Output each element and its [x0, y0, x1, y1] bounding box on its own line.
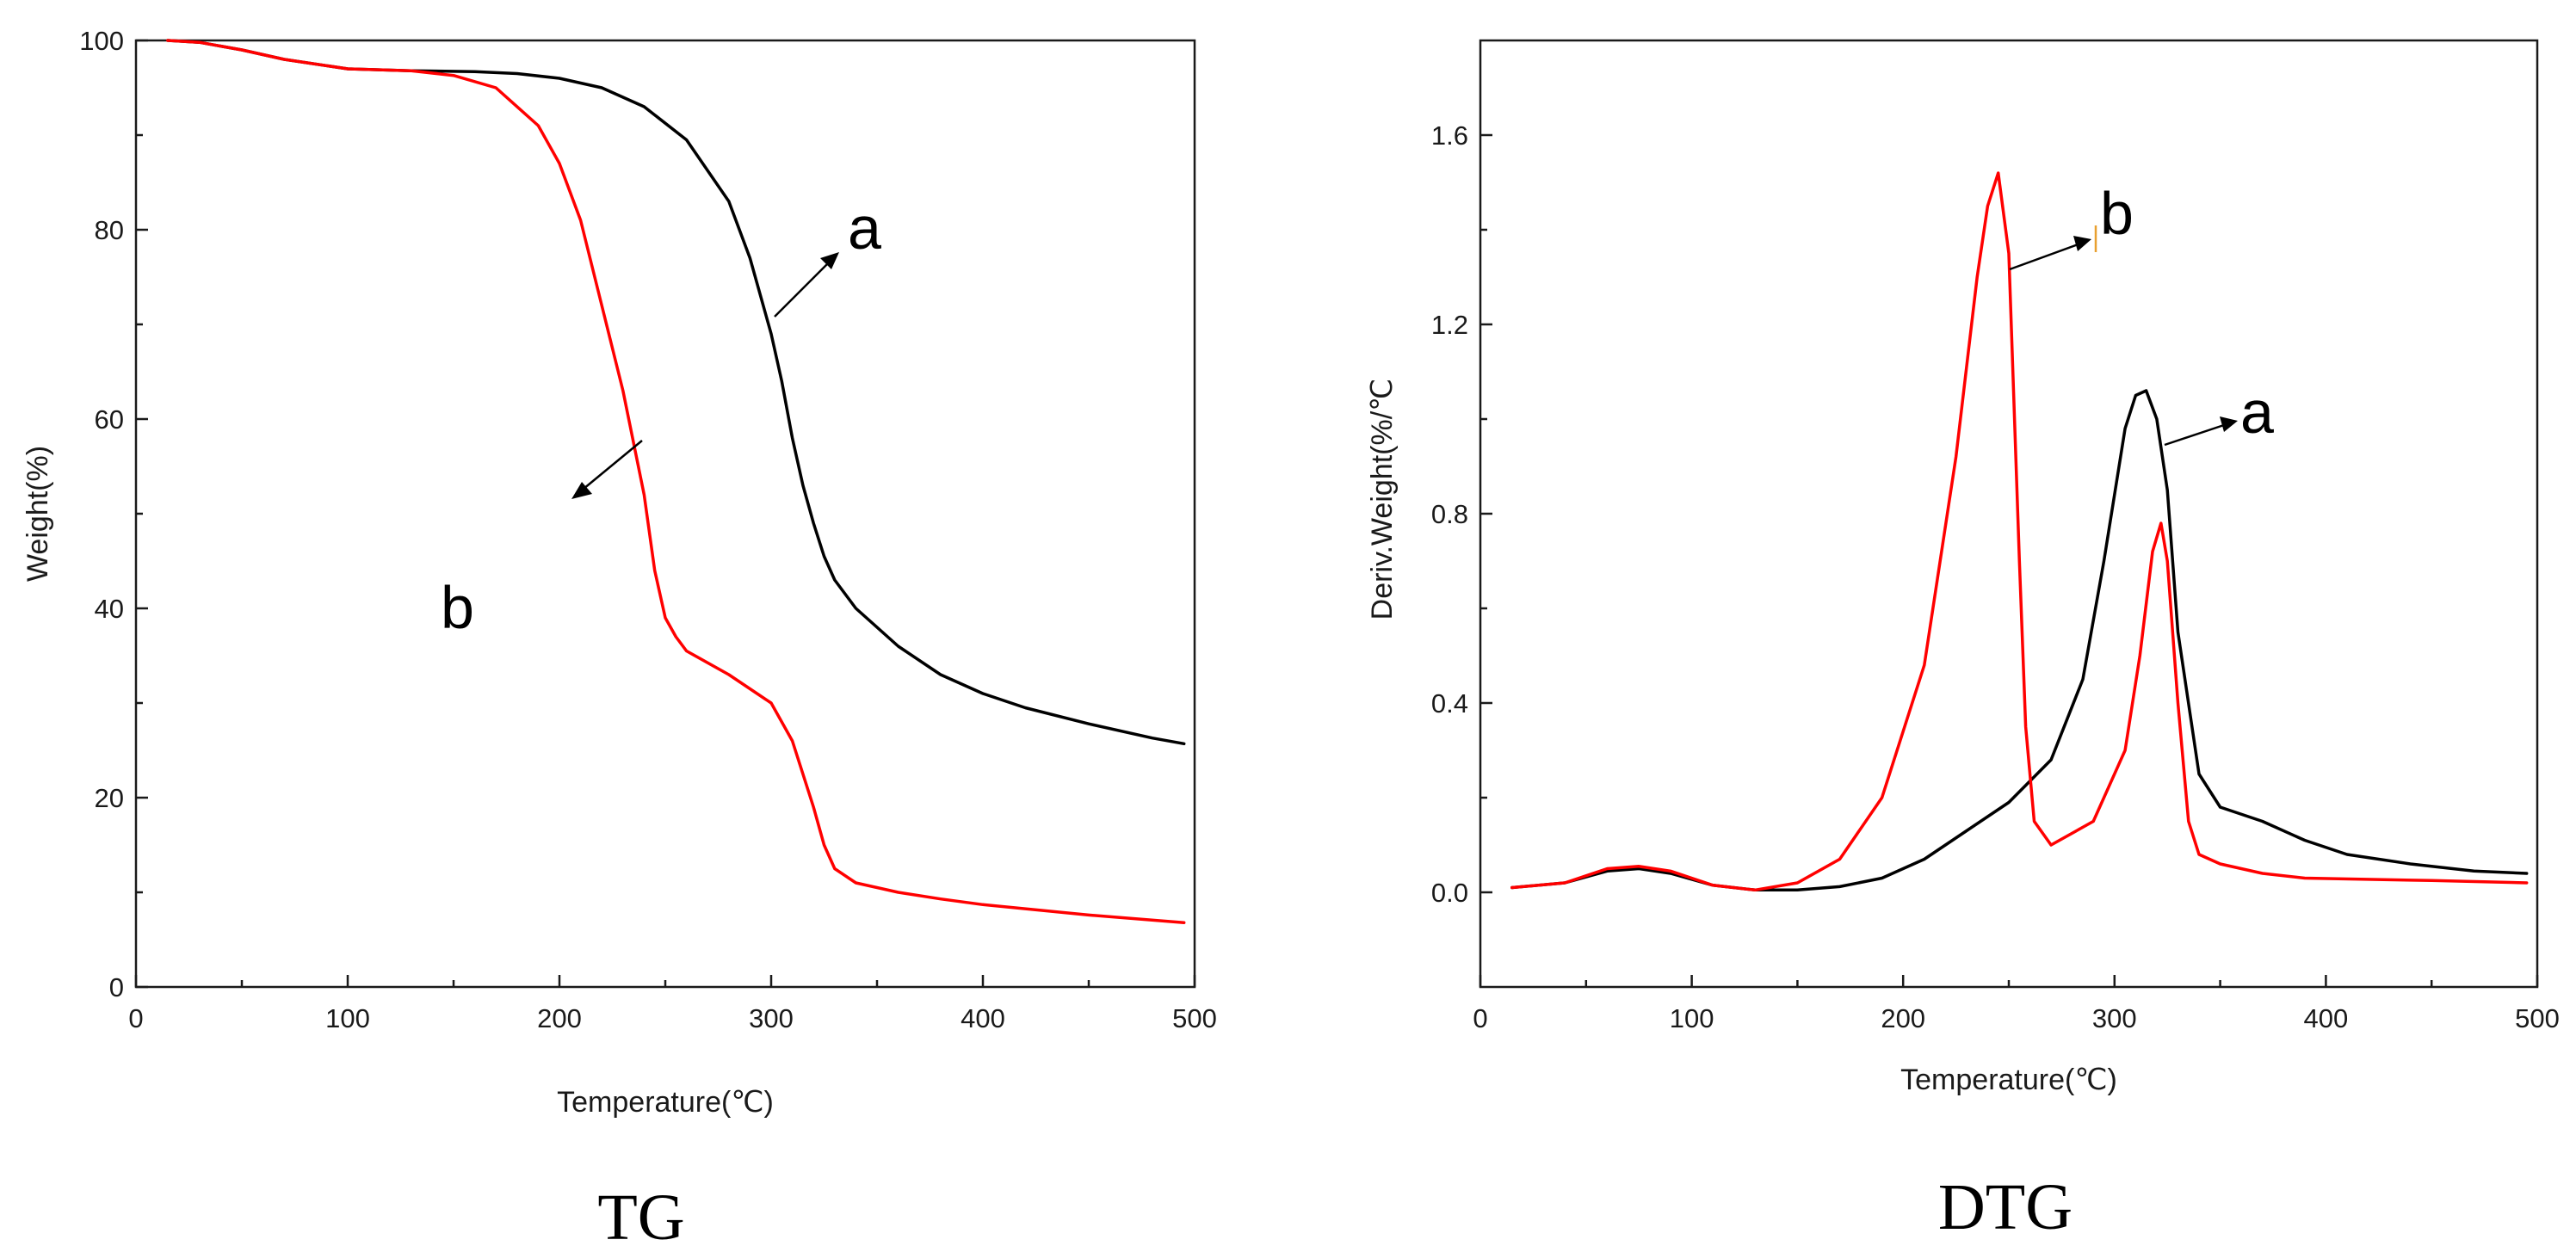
dtg-y-ticks: 0.0 0.4 0.8 1.2 1.6: [1431, 120, 1492, 908]
dtg-x-axis-label: Temperature(℃): [1900, 1064, 2117, 1096]
tg-annotation-b-label: b: [441, 574, 474, 641]
dtg-annotation-b-label: b: [2100, 180, 2134, 247]
dtg-y-tick-label: 1.2: [1431, 310, 1468, 340]
tg-y-tick-label: 80: [95, 215, 124, 245]
dtg-y-tick-label: 0.4: [1431, 688, 1468, 719]
dtg-x-tick-label: 400: [2304, 1003, 2349, 1033]
dtg-y-axis-label: Deriv.Weight(%/℃: [1366, 379, 1399, 620]
dtg-annotation-a-arrowhead: [2220, 416, 2238, 432]
dtg-y-tick-label: 0.8: [1431, 499, 1468, 529]
dtg-x-tick-label: 0: [1473, 1003, 1487, 1033]
tg-x-tick-label: 500: [1172, 1003, 1217, 1033]
tg-x-tick-label: 200: [537, 1003, 582, 1033]
tg-x-tick-label: 300: [749, 1003, 794, 1033]
dtg-series-a-line: [1510, 389, 2529, 892]
dtg-y-tick-label: 0.0: [1431, 878, 1468, 908]
tg-x-tick-label: 0: [128, 1003, 143, 1033]
tg-x-ticks: 0 100 200 300 400 500: [128, 975, 1217, 1033]
tg-x-axis-label: Temperature(℃): [557, 1086, 774, 1119]
tg-panel: 0 100 200 300 400 500 0 20 40 60 80 100 Temperatur…: [22, 26, 1217, 1252]
dtg-x-tick-label: 300: [2092, 1003, 2137, 1033]
dtg-x-ticks: 0 100 200 300 400 500: [1473, 975, 2560, 1033]
dtg-annotation-b-arrowhead: [2073, 236, 2091, 251]
tg-series-b-line: [166, 39, 1186, 924]
tg-y-ticks: 0 20 40 60 80 100: [79, 26, 148, 1002]
dtg-x-tick-label: 500: [2515, 1003, 2560, 1033]
dtg-x-tick-label: 100: [1670, 1003, 1714, 1033]
tg-x-tick-label: 100: [325, 1003, 370, 1033]
tg-annotation-b-arrowhead: [571, 482, 592, 499]
tg-y-tick-label: 60: [95, 404, 124, 435]
tg-y-axis-label: Weight(%): [22, 446, 54, 582]
tg-y-tick-label: 100: [79, 26, 124, 56]
dtg-panel: 0 100 200 300 400 500 0.0 0.4 0.8 1.2 1.6 Tempera…: [1366, 39, 2560, 1243]
tg-annotation-b-arrow: [578, 440, 643, 494]
dtg-annotation-b-arrow: [2009, 241, 2084, 271]
tg-caption: TG: [597, 1181, 684, 1252]
tg-y-tick-label: 0: [109, 972, 124, 1002]
tg-annotation-a-arrowhead: [820, 252, 839, 269]
dtg-series-b-line: [1510, 171, 2529, 892]
tg-plot-frame: [134, 39, 1196, 989]
dtg-y-tick-label: 1.6: [1431, 120, 1468, 151]
tg-annotation-a-label: a: [848, 194, 881, 262]
tg-y-tick-label: 20: [95, 783, 124, 813]
dtg-x-tick-label: 200: [1881, 1003, 1925, 1033]
tg-y-tick-label: 40: [95, 594, 124, 624]
dtg-annotation-a-label: a: [2240, 379, 2274, 446]
dtg-caption: DTG: [1938, 1171, 2073, 1243]
tg-annotation-a-arrow: [774, 257, 834, 318]
tg-series-group: [166, 39, 1186, 924]
dtg-plot-frame: [1479, 39, 2539, 989]
dtg-annotation-a-arrow: [2164, 422, 2230, 447]
tg-x-tick-label: 400: [961, 1003, 1005, 1033]
dtg-series-group: [1510, 171, 2529, 892]
